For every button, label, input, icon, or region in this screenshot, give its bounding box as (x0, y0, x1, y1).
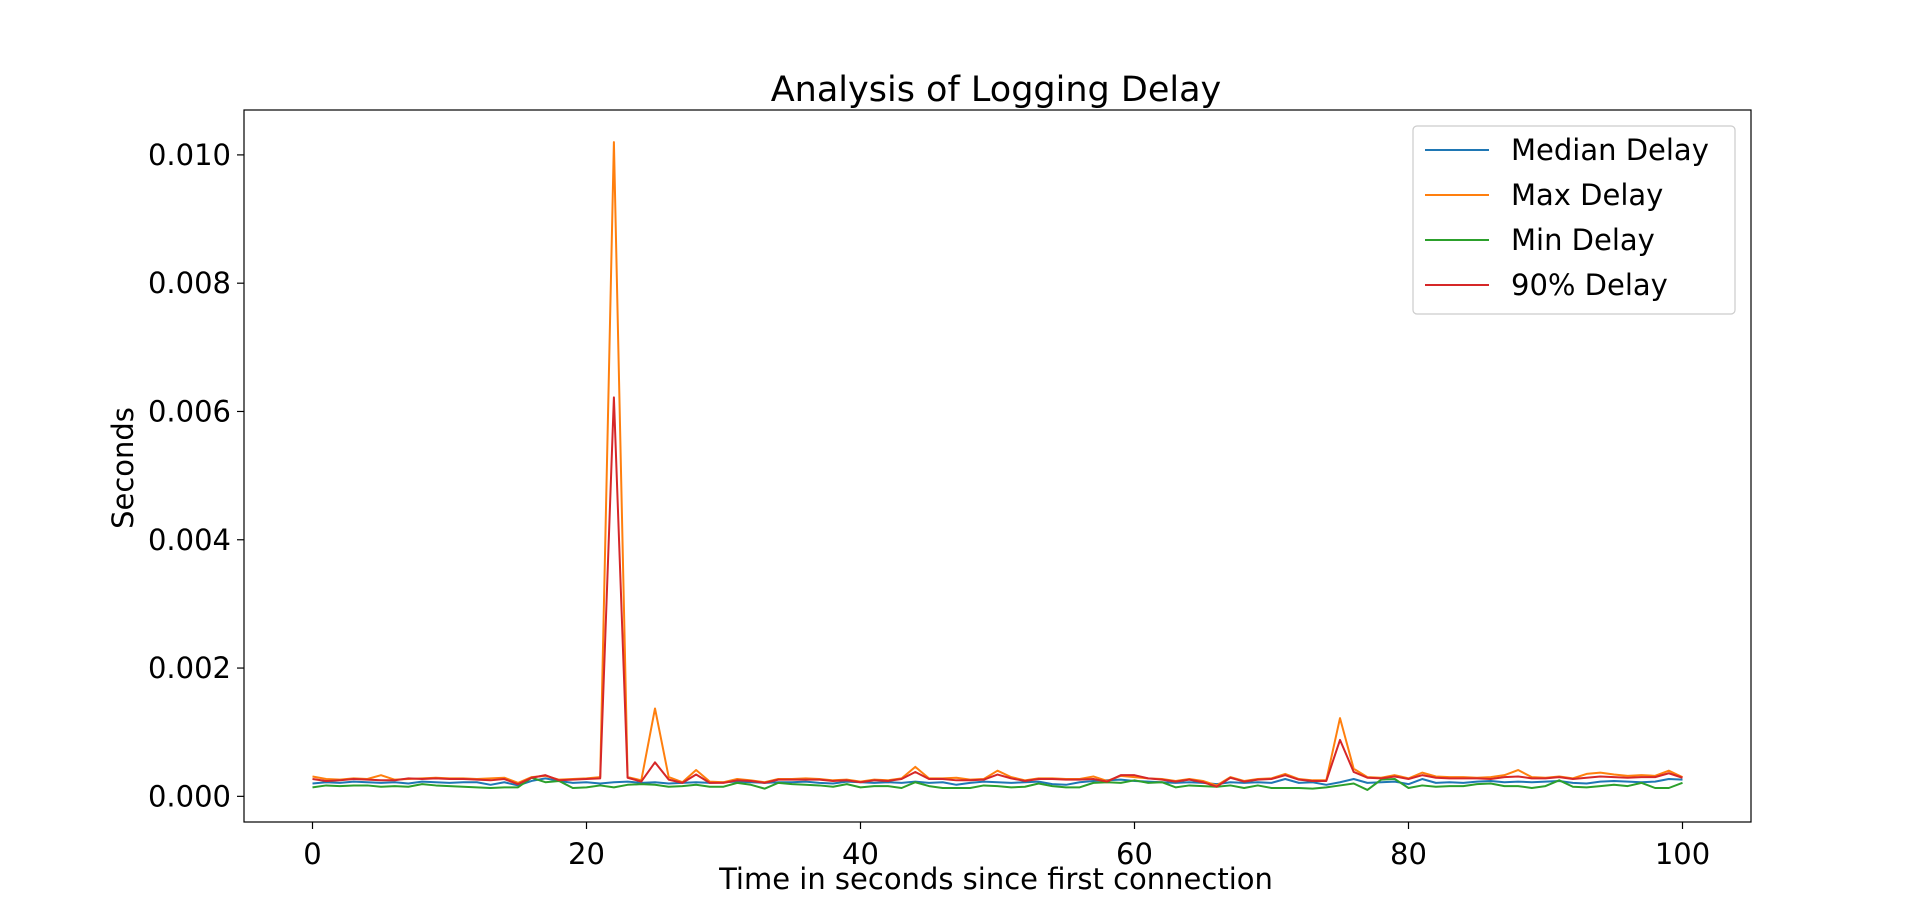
y-tick-label: 0.000 (148, 779, 231, 813)
legend-label: Max Delay (1511, 178, 1663, 212)
series-line-2 (312, 776, 1683, 791)
series-line-0 (312, 777, 1683, 787)
legend-label: Min Delay (1511, 223, 1655, 257)
x-axis: 0 20 40 60 80 100 (303, 822, 1710, 871)
chart-title: Analysis of Logging Delay (771, 70, 1222, 110)
x-tick-label: 80 (1390, 837, 1427, 871)
y-axis: 0.000 0.002 0.004 0.006 0.008 0.010 (148, 138, 244, 813)
legend-box (1412, 125, 1736, 315)
legend-label: Median Delay (1511, 133, 1709, 167)
x-tick-label: 0 (303, 837, 321, 871)
axes-frame (243, 109, 1752, 823)
x-tick-label: 60 (1116, 837, 1153, 871)
x-tick-label: 100 (1655, 837, 1710, 871)
y-tick-label: 0.006 (148, 394, 231, 428)
legend: Median Delay Max Delay Min Delay 90% Delay (1412, 125, 1736, 315)
y-axis-label: Seconds (106, 407, 140, 529)
plot-area (243, 109, 1752, 823)
series-line-3 (312, 396, 1683, 788)
series-layer (312, 141, 1683, 791)
x-tick-label: 40 (842, 837, 879, 871)
y-tick-label: 0.008 (148, 266, 231, 300)
x-axis-label: Time in seconds since first connection (718, 862, 1273, 896)
legend-label: 90% Delay (1511, 268, 1668, 302)
y-tick-label: 0.010 (148, 138, 231, 172)
x-tick-label: 20 (568, 837, 605, 871)
y-tick-label: 0.002 (148, 651, 231, 685)
y-tick-label: 0.004 (148, 523, 231, 557)
